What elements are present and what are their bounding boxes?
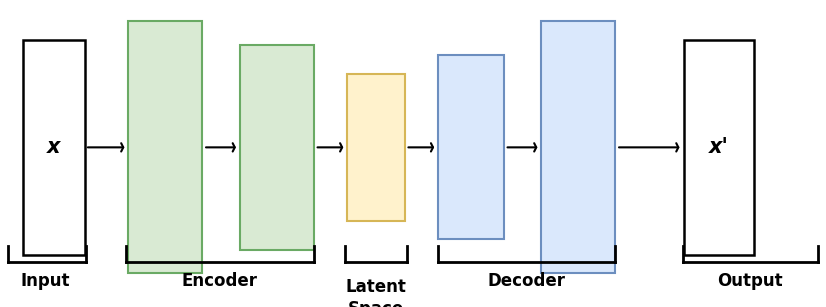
Bar bbox=[128, 21, 202, 273]
Bar bbox=[541, 21, 615, 273]
Bar bbox=[684, 40, 753, 255]
Text: Latent
Space: Latent Space bbox=[345, 278, 406, 307]
Bar bbox=[23, 40, 85, 255]
Text: Decoder: Decoder bbox=[488, 272, 566, 290]
Text: x': x' bbox=[709, 137, 729, 157]
Text: x: x bbox=[47, 137, 60, 157]
Bar bbox=[438, 55, 504, 239]
Text: Encoder: Encoder bbox=[182, 272, 258, 290]
Bar bbox=[347, 74, 405, 221]
Text: Input: Input bbox=[21, 272, 70, 290]
Text: Output: Output bbox=[717, 272, 783, 290]
Bar bbox=[240, 45, 314, 250]
